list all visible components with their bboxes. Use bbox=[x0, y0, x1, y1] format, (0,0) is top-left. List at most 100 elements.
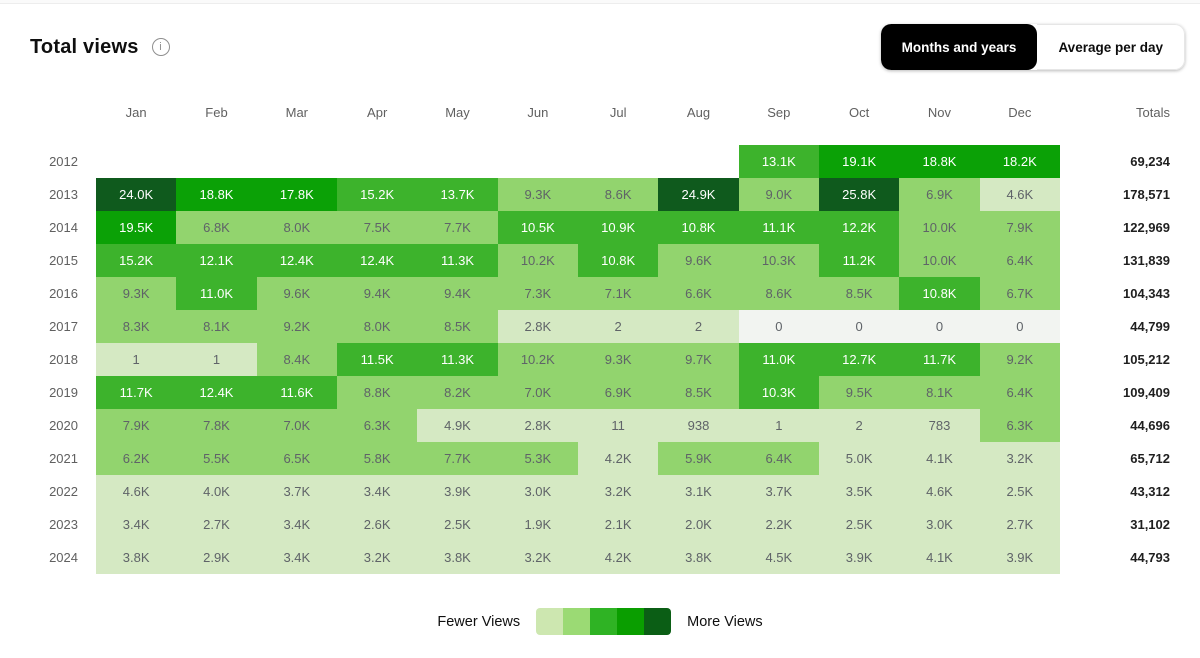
heatmap-cell[interactable]: 6.4K bbox=[979, 244, 1060, 277]
heatmap-cell[interactable]: 5.0K bbox=[819, 442, 900, 475]
heatmap-cell[interactable]: 8.1K bbox=[176, 310, 257, 343]
heatmap-cell[interactable]: 6.9K bbox=[899, 178, 980, 211]
heatmap-cell[interactable]: 9.2K bbox=[256, 310, 337, 343]
heatmap-cell[interactable]: 5.5K bbox=[176, 442, 257, 475]
heatmap-cell[interactable]: 3.5K bbox=[819, 475, 900, 508]
heatmap-cell[interactable]: 11.6K bbox=[256, 376, 337, 409]
heatmap-cell[interactable]: 3.9K bbox=[819, 541, 900, 574]
heatmap-cell[interactable]: 4.1K bbox=[899, 442, 980, 475]
heatmap-cell[interactable]: 2 bbox=[578, 310, 659, 343]
heatmap-cell[interactable]: 3.4K bbox=[256, 541, 337, 574]
heatmap-cell[interactable]: 5.9K bbox=[658, 442, 739, 475]
heatmap-cell[interactable]: 11.7K bbox=[96, 376, 177, 409]
heatmap-cell[interactable]: 8.6K bbox=[578, 178, 659, 211]
heatmap-cell[interactable]: 6.2K bbox=[96, 442, 177, 475]
heatmap-cell[interactable]: 10.8K bbox=[899, 277, 980, 310]
heatmap-cell[interactable]: 11 bbox=[578, 409, 659, 442]
heatmap-cell[interactable]: 10.8K bbox=[578, 244, 659, 277]
heatmap-cell[interactable]: 3.0K bbox=[899, 508, 980, 541]
heatmap-cell[interactable]: 4.2K bbox=[578, 442, 659, 475]
heatmap-cell[interactable]: 1 bbox=[738, 409, 819, 442]
heatmap-cell[interactable]: 24.9K bbox=[658, 178, 739, 211]
heatmap-cell[interactable]: 4.1K bbox=[899, 541, 980, 574]
heatmap-cell[interactable]: 9.3K bbox=[578, 343, 659, 376]
heatmap-cell[interactable]: 1 bbox=[96, 343, 177, 376]
heatmap-cell[interactable]: 2.9K bbox=[176, 541, 257, 574]
toggle-months-and-years[interactable]: Months and years bbox=[880, 24, 1038, 70]
heatmap-cell[interactable]: 10.0K bbox=[899, 244, 980, 277]
heatmap-cell[interactable]: 8.5K bbox=[417, 310, 498, 343]
heatmap-cell[interactable]: 3.4K bbox=[256, 508, 337, 541]
heatmap-cell[interactable]: 11.3K bbox=[417, 343, 498, 376]
heatmap-cell[interactable]: 0 bbox=[738, 310, 819, 343]
heatmap-cell[interactable]: 13.1K bbox=[738, 145, 819, 178]
heatmap-cell[interactable]: 2.7K bbox=[979, 508, 1060, 541]
heatmap-cell[interactable]: 18.8K bbox=[899, 145, 980, 178]
heatmap-cell[interactable]: 3.7K bbox=[738, 475, 819, 508]
heatmap-cell[interactable]: 3.4K bbox=[337, 475, 418, 508]
heatmap-cell[interactable]: 6.4K bbox=[979, 376, 1060, 409]
heatmap-cell[interactable]: 0 bbox=[819, 310, 900, 343]
heatmap-cell[interactable]: 2.7K bbox=[176, 508, 257, 541]
heatmap-cell[interactable]: 18.2K bbox=[979, 145, 1060, 178]
heatmap-cell[interactable]: 7.3K bbox=[497, 277, 578, 310]
heatmap-cell[interactable]: 9.6K bbox=[256, 277, 337, 310]
heatmap-cell[interactable]: 10.3K bbox=[738, 376, 819, 409]
heatmap-cell[interactable]: 12.4K bbox=[176, 376, 257, 409]
heatmap-cell[interactable]: 783 bbox=[899, 409, 980, 442]
heatmap-cell[interactable]: 8.0K bbox=[256, 211, 337, 244]
info-icon[interactable]: i bbox=[151, 38, 170, 56]
heatmap-cell[interactable]: 15.2K bbox=[337, 178, 418, 211]
heatmap-cell[interactable]: 8.4K bbox=[256, 343, 337, 376]
heatmap-cell[interactable]: 3.8K bbox=[417, 541, 498, 574]
heatmap-cell[interactable]: 7.1K bbox=[578, 277, 659, 310]
heatmap-cell[interactable]: 2.5K bbox=[819, 508, 900, 541]
heatmap-cell[interactable]: 11.5K bbox=[337, 343, 418, 376]
heatmap-cell[interactable]: 2.6K bbox=[337, 508, 418, 541]
heatmap-cell[interactable]: 0 bbox=[979, 310, 1060, 343]
heatmap-cell[interactable]: 8.1K bbox=[899, 376, 980, 409]
heatmap-cell[interactable]: 5.8K bbox=[337, 442, 418, 475]
heatmap-cell[interactable]: 2.2K bbox=[738, 508, 819, 541]
heatmap-cell[interactable]: 6.9K bbox=[578, 376, 659, 409]
heatmap-cell[interactable]: 10.2K bbox=[497, 244, 578, 277]
heatmap-cell[interactable]: 7.7K bbox=[417, 211, 498, 244]
heatmap-cell[interactable]: 10.9K bbox=[578, 211, 659, 244]
heatmap-cell[interactable]: 6.8K bbox=[176, 211, 257, 244]
heatmap-cell[interactable]: 25.8K bbox=[819, 178, 900, 211]
heatmap-cell[interactable]: 2.1K bbox=[578, 508, 659, 541]
heatmap-cell[interactable]: 3.2K bbox=[337, 541, 418, 574]
heatmap-cell[interactable]: 2.5K bbox=[417, 508, 498, 541]
heatmap-cell[interactable]: 12.4K bbox=[256, 244, 337, 277]
heatmap-cell[interactable]: 8.6K bbox=[738, 277, 819, 310]
heatmap-cell[interactable]: 3.9K bbox=[979, 541, 1060, 574]
heatmap-cell[interactable]: 7.7K bbox=[417, 442, 498, 475]
heatmap-cell[interactable]: 2.5K bbox=[979, 475, 1060, 508]
heatmap-cell[interactable]: 10.0K bbox=[899, 211, 980, 244]
heatmap-cell[interactable]: 11.2K bbox=[819, 244, 900, 277]
heatmap-cell[interactable]: 1.9K bbox=[497, 508, 578, 541]
heatmap-cell[interactable]: 8.8K bbox=[337, 376, 418, 409]
toggle-average-per-day[interactable]: Average per day bbox=[1037, 24, 1185, 70]
heatmap-cell[interactable]: 7.0K bbox=[256, 409, 337, 442]
heatmap-cell[interactable]: 6.3K bbox=[979, 409, 1060, 442]
heatmap-cell[interactable]: 3.7K bbox=[256, 475, 337, 508]
heatmap-cell[interactable]: 12.7K bbox=[819, 343, 900, 376]
heatmap-cell[interactable]: 2.8K bbox=[497, 310, 578, 343]
heatmap-cell[interactable]: 938 bbox=[658, 409, 739, 442]
heatmap-cell[interactable]: 9.2K bbox=[979, 343, 1060, 376]
heatmap-cell[interactable]: 9.4K bbox=[337, 277, 418, 310]
heatmap-cell[interactable]: 12.4K bbox=[337, 244, 418, 277]
heatmap-cell[interactable]: 19.5K bbox=[96, 211, 177, 244]
heatmap-cell[interactable]: 9.3K bbox=[96, 277, 177, 310]
heatmap-cell[interactable]: 11.3K bbox=[417, 244, 498, 277]
heatmap-cell[interactable]: 12.2K bbox=[819, 211, 900, 244]
heatmap-cell[interactable]: 4.0K bbox=[176, 475, 257, 508]
heatmap-cell[interactable]: 2.0K bbox=[658, 508, 739, 541]
heatmap-cell[interactable]: 1 bbox=[176, 343, 257, 376]
heatmap-cell[interactable]: 6.7K bbox=[979, 277, 1060, 310]
heatmap-cell[interactable]: 10.3K bbox=[738, 244, 819, 277]
heatmap-cell[interactable]: 3.8K bbox=[96, 541, 177, 574]
heatmap-cell[interactable]: 6.3K bbox=[337, 409, 418, 442]
heatmap-cell[interactable]: 7.5K bbox=[337, 211, 418, 244]
